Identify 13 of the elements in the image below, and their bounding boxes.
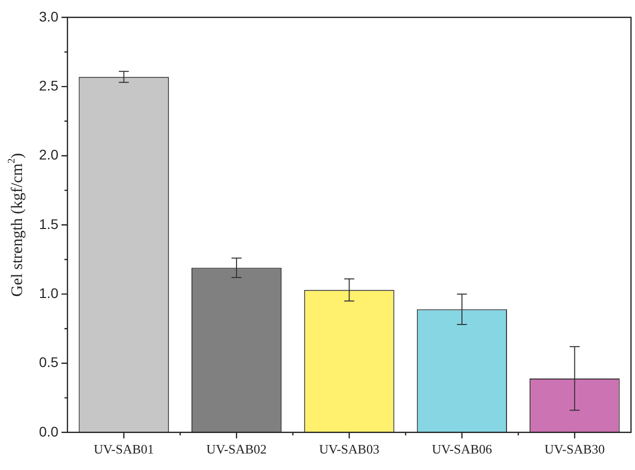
y-axis-title: Gel strength (kgf/cm2) [6, 153, 26, 297]
x-tick-label: UV-SAB02 [206, 442, 267, 457]
y-tick-label: 2.0 [38, 146, 59, 163]
x-tick-label: UV-SAB01 [94, 442, 154, 457]
x-tick-label: UV-SAB06 [432, 442, 493, 457]
y-tick-label: 1.0 [38, 284, 59, 301]
y-tick-label: 1.5 [38, 216, 59, 232]
x-tick-label: UV-SAB30 [544, 442, 605, 457]
y-tick-label: 3.0 [38, 8, 59, 24]
x-tick-label: UV-SAB03 [319, 442, 380, 457]
y-tick-label: 2.5 [38, 77, 59, 94]
y-tick-label: 0.0 [38, 423, 59, 440]
y-tick-label: 0.5 [38, 354, 59, 370]
